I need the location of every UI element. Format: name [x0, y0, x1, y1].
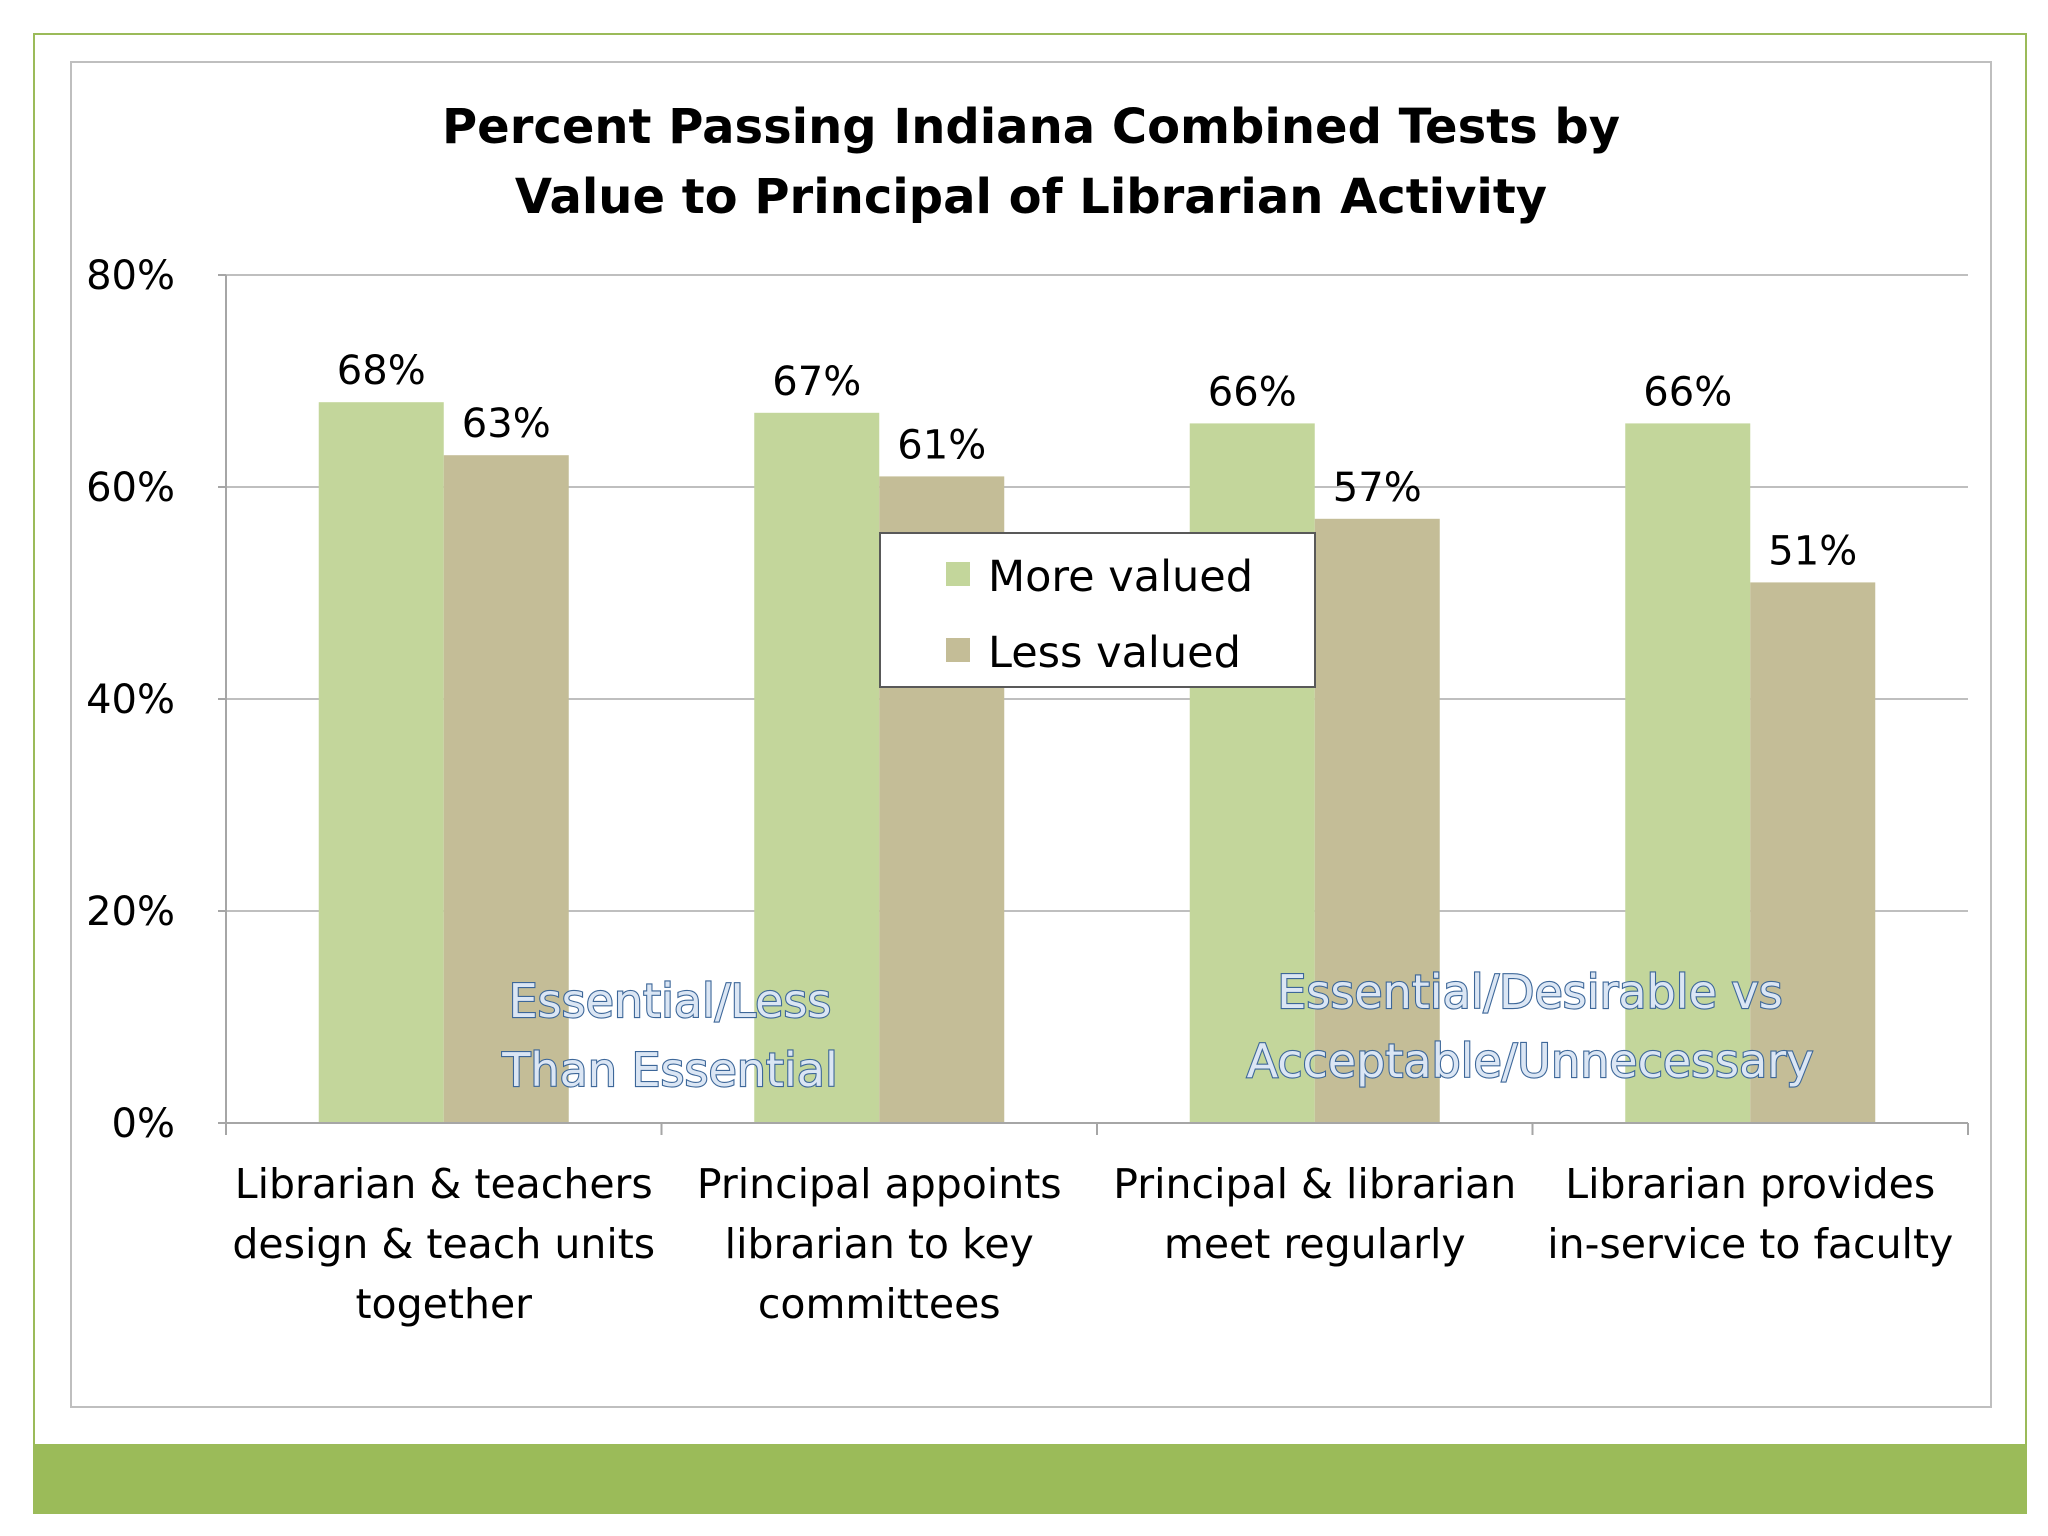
data-label: 63%	[462, 401, 551, 447]
bar-less-valued	[1750, 582, 1876, 1123]
x-category-label: design & teach units	[232, 1220, 655, 1268]
x-category-label: Principal appoints	[697, 1160, 1062, 1208]
legend-label-more-valued: More valued	[988, 552, 1253, 602]
legend-swatch-less-valued	[946, 638, 970, 662]
y-axis-ticks: 0% 20% 40% 60% 80%	[86, 253, 226, 1147]
bar-more-valued	[318, 402, 444, 1123]
bars	[318, 402, 1876, 1123]
footer-band	[33, 1444, 2027, 1514]
x-category-label: Librarian & teachers	[235, 1160, 653, 1208]
x-axis-categories: Librarian & teachers design & teach units…	[232, 1160, 1953, 1328]
chart-title-line-2: Value to Principal of Librarian Activity	[515, 169, 1547, 225]
x-category-label: librarian to key	[725, 1220, 1034, 1268]
annotation-essential-desirable: Essential/Desirable vs Acceptable/Unnece…	[1245, 964, 1814, 1089]
legend-swatch-more-valued	[946, 562, 970, 586]
annotation-2-line-2: Acceptable/Unnecessary	[1247, 1034, 1814, 1088]
data-label: 51%	[1768, 528, 1857, 574]
data-label: 61%	[897, 422, 986, 468]
legend: More valued Less valued	[879, 532, 1316, 688]
chart-title: Percent Passing Indiana Combined Tests b…	[442, 99, 1620, 225]
y-tick-label: 20%	[86, 889, 175, 935]
y-tick-label: 80%	[86, 253, 175, 299]
chart-title-line-1: Percent Passing Indiana Combined Tests b…	[442, 99, 1620, 155]
annotation-essential-less: Essential/Less Than Essential	[500, 973, 839, 1098]
bar-less-valued	[1314, 518, 1440, 1123]
annotation-1-line-1: Essential/Less	[509, 974, 832, 1028]
annotation-1-line-2: Than Essential	[501, 1043, 837, 1097]
x-category-label: Principal & librarian	[1113, 1160, 1516, 1208]
bar-more-valued	[754, 412, 880, 1123]
x-category-label: in-service to faculty	[1547, 1220, 1953, 1268]
x-category-label: committees	[758, 1280, 1001, 1328]
x-category-label: meet regularly	[1164, 1220, 1466, 1268]
data-label: 68%	[337, 348, 426, 394]
x-category-label: Librarian provides	[1565, 1160, 1935, 1208]
bar-less-valued	[443, 455, 569, 1123]
y-tick-label: 40%	[86, 677, 175, 723]
data-label: 66%	[1643, 369, 1732, 415]
y-tick-label: 0%	[112, 1101, 175, 1147]
x-category-label: together	[355, 1280, 532, 1328]
data-label: 67%	[772, 359, 861, 405]
data-labels: 68% 63% 67% 61% 66% 57% 66% 51%	[337, 348, 1857, 574]
y-tick-label: 60%	[86, 465, 175, 511]
annotation-2-line-1: Essential/Desirable vs	[1277, 965, 1782, 1019]
data-label: 57%	[1333, 465, 1422, 511]
axes	[225, 275, 1969, 1135]
legend-label-less-valued: Less valued	[988, 628, 1241, 678]
data-label: 66%	[1208, 369, 1297, 415]
bar-more-valued	[1625, 423, 1751, 1123]
